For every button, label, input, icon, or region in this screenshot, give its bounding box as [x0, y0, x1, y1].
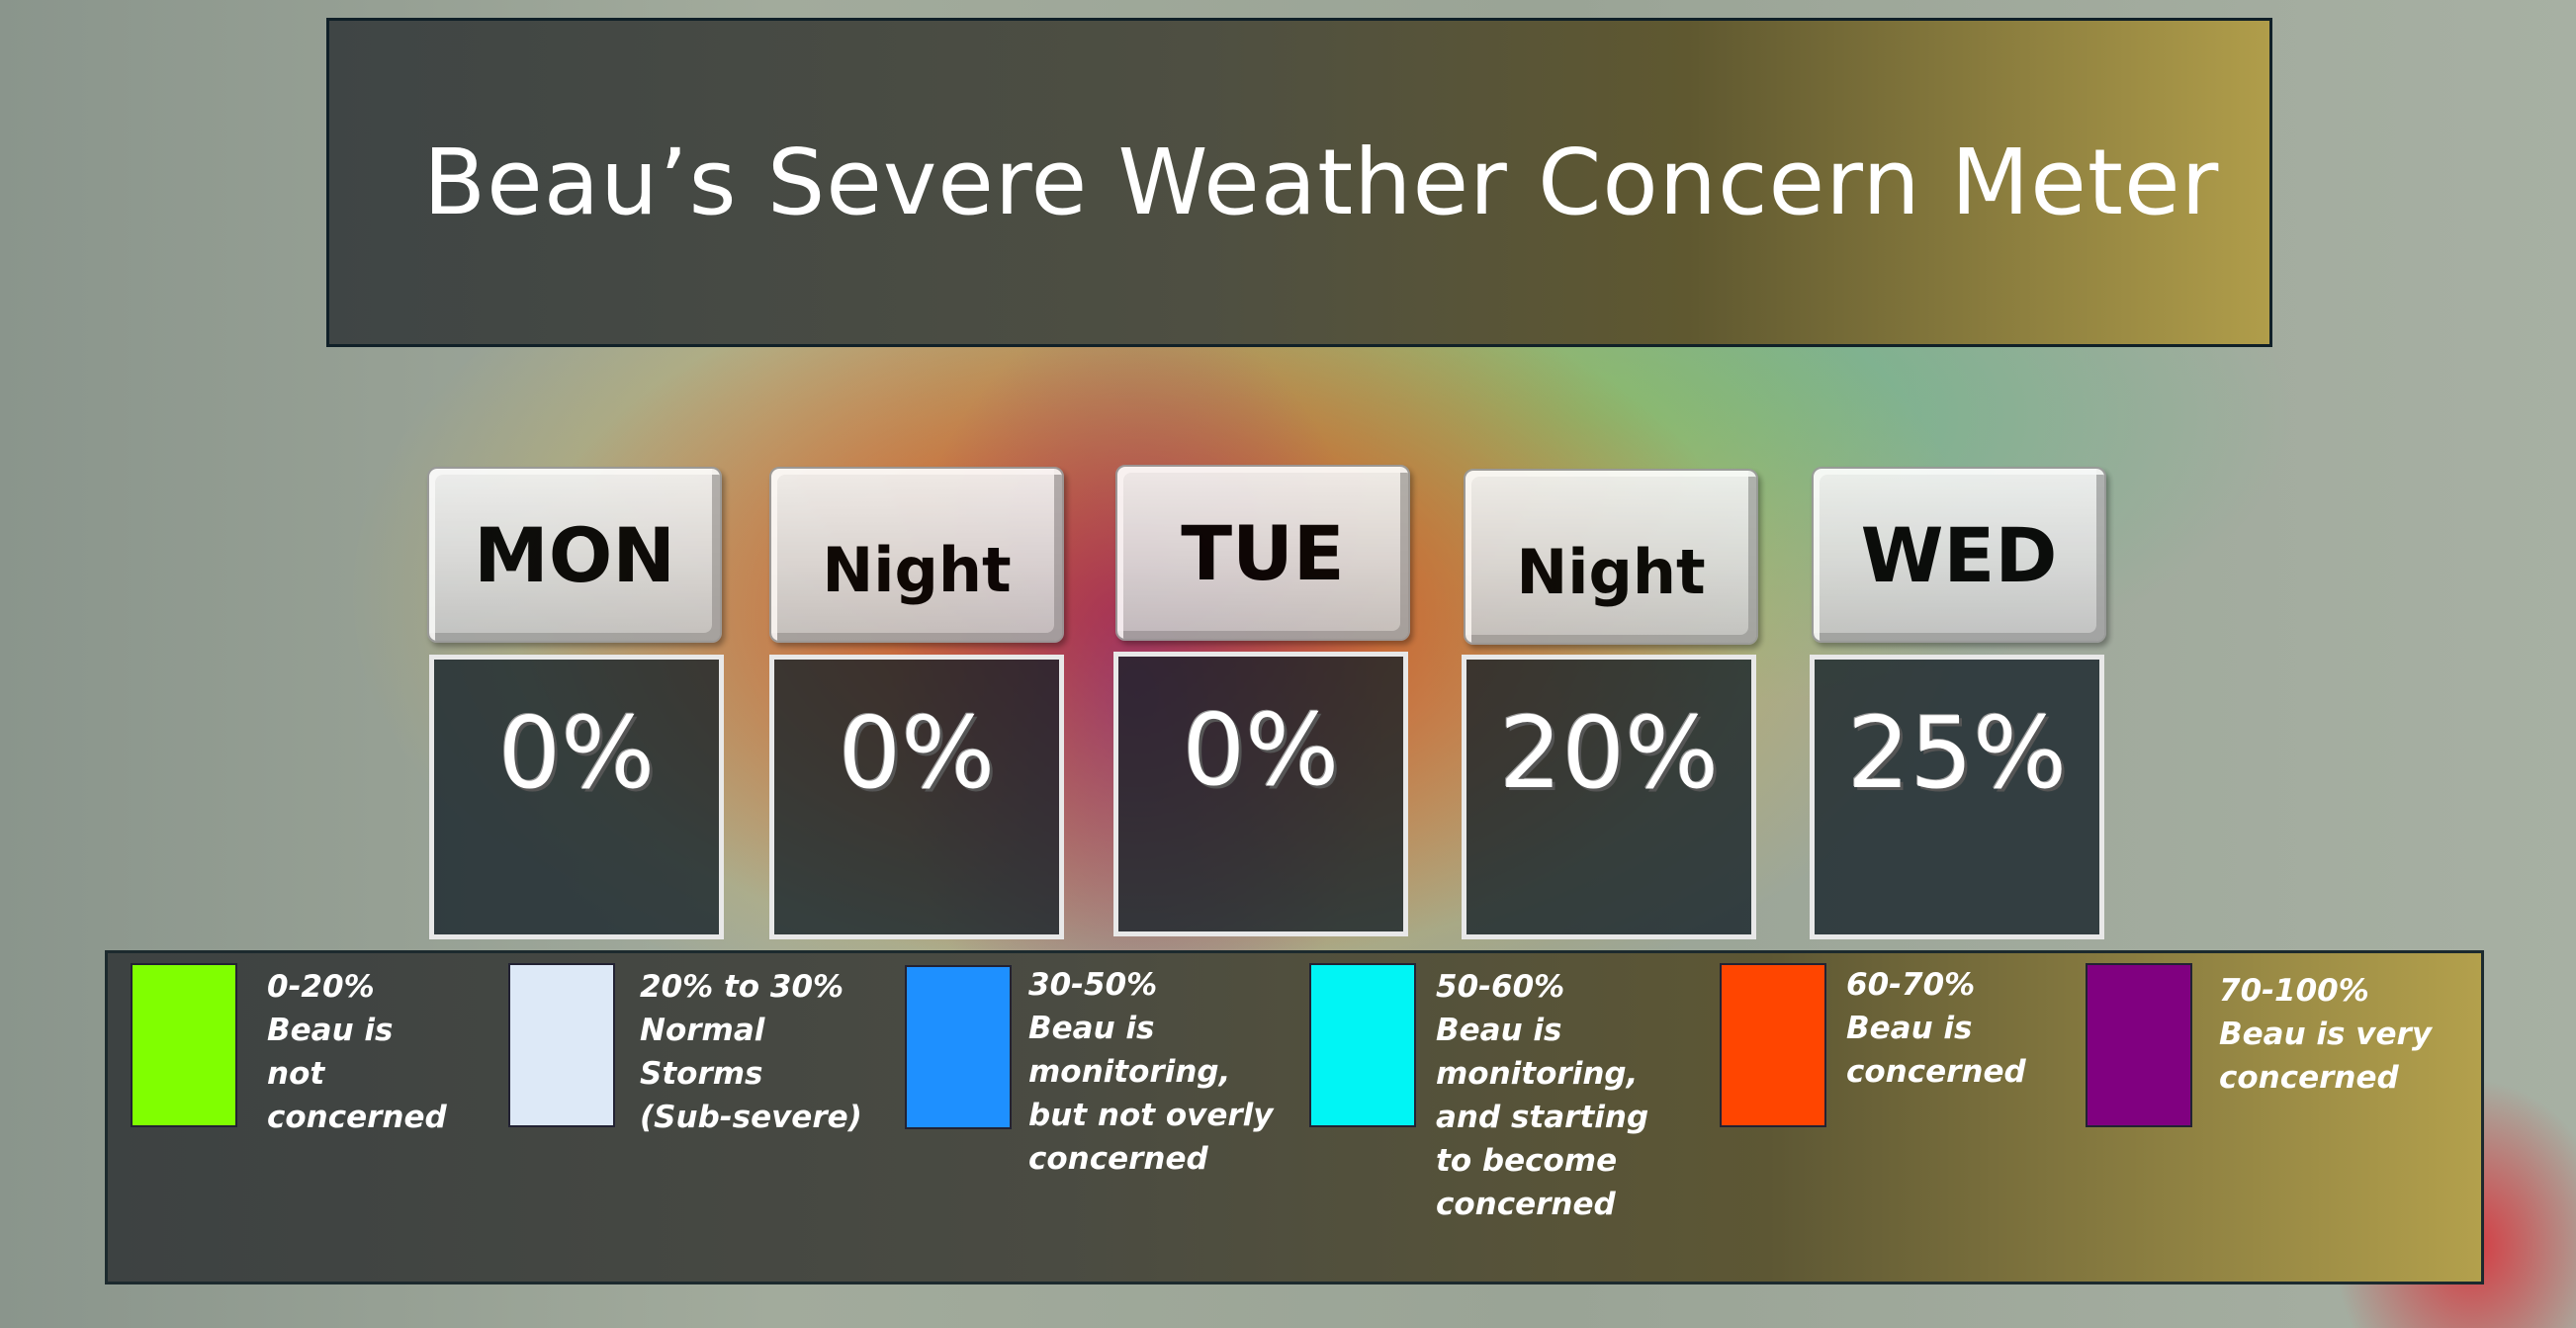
- legend-desc: Storms: [640, 1052, 862, 1096]
- legend-range: 60-70%: [1846, 963, 2026, 1007]
- concern-box-tue: 0%: [1113, 652, 1408, 936]
- concern-box-mon: 0%: [429, 655, 724, 939]
- day-label: WED: [1861, 511, 2058, 599]
- day-tab-wed: WED: [1812, 467, 2106, 643]
- legend-desc: concerned: [2219, 1056, 2432, 1100]
- legend-desc: to become: [1436, 1139, 1648, 1183]
- legend-desc: Beau is: [1028, 1007, 1274, 1050]
- legend-desc: monitoring,: [1028, 1050, 1274, 1094]
- concern-percent: 20%: [1499, 695, 1719, 934]
- legend-swatch-purple: [2086, 963, 2192, 1127]
- legend-swatch-green: [131, 963, 237, 1127]
- legend-swatch-cyan: [1309, 963, 1416, 1127]
- legend-desc: (Sub-severe): [640, 1096, 862, 1139]
- legend-swatch-orange: [1720, 963, 1826, 1127]
- legend-item-0-20: 0-20% Beau is not concerned: [267, 965, 447, 1139]
- legend-desc: concerned: [1436, 1183, 1648, 1226]
- day-tab-mon: MON: [427, 467, 722, 643]
- legend-item-30-50: 30-50% Beau is monitoring, but not overl…: [1028, 963, 1274, 1181]
- day-label: Night: [822, 534, 1011, 606]
- legend-desc: monitoring,: [1436, 1052, 1648, 1096]
- day-tab-tue: TUE: [1115, 465, 1410, 641]
- legend-desc: concerned: [1846, 1050, 2026, 1094]
- page-title: Beau’s Severe Weather Concern Meter: [423, 130, 2219, 235]
- legend-range: 0-20%: [267, 965, 447, 1009]
- legend-range: 20% to 30%: [640, 965, 862, 1009]
- legend-desc: but not overly: [1028, 1094, 1274, 1137]
- concern-percent: 0%: [839, 695, 996, 934]
- legend-desc: concerned: [1028, 1137, 1274, 1181]
- legend-swatch-blue: [905, 965, 1012, 1129]
- legend-range: 70-100%: [2219, 969, 2432, 1013]
- legend-desc: Beau is: [1436, 1009, 1648, 1052]
- legend-desc: Normal: [640, 1009, 862, 1052]
- concern-box-wed: 25%: [1810, 655, 2104, 939]
- legend-item-60-70: 60-70% Beau is concerned: [1846, 963, 2026, 1094]
- legend-item-50-60: 50-60% Beau is monitoring, and starting …: [1436, 965, 1648, 1226]
- concern-percent: 25%: [1847, 695, 2067, 934]
- concern-box-mon-night: 0%: [769, 655, 1064, 939]
- concern-box-tue-night: 20%: [1462, 655, 1756, 939]
- day-label: TUE: [1181, 509, 1344, 597]
- day-tab-tue-night: Night: [1464, 469, 1758, 645]
- legend-desc: concerned: [267, 1096, 447, 1139]
- day-label: Night: [1516, 536, 1705, 608]
- legend-item-20-30: 20% to 30% Normal Storms (Sub-severe): [640, 965, 862, 1139]
- legend-range: 50-60%: [1436, 965, 1648, 1009]
- legend-item-70-100: 70-100% Beau is very concerned: [2219, 969, 2432, 1100]
- legend-desc: Beau is: [1846, 1007, 2026, 1050]
- legend-swatch-white: [508, 963, 615, 1127]
- legend-desc: and starting: [1436, 1096, 1648, 1139]
- legend-desc: Beau is: [267, 1009, 447, 1052]
- legend-desc: not: [267, 1052, 447, 1096]
- legend-range: 30-50%: [1028, 963, 1274, 1007]
- concern-percent: 0%: [498, 695, 656, 934]
- legend-panel: 0-20% Beau is not concerned 20% to 30% N…: [105, 950, 2484, 1284]
- concern-percent: 0%: [1183, 692, 1340, 931]
- title-banner: Beau’s Severe Weather Concern Meter: [326, 18, 2272, 347]
- day-label: MON: [474, 511, 675, 599]
- legend-desc: Beau is very: [2219, 1013, 2432, 1056]
- day-tab-mon-night: Night: [769, 467, 1064, 643]
